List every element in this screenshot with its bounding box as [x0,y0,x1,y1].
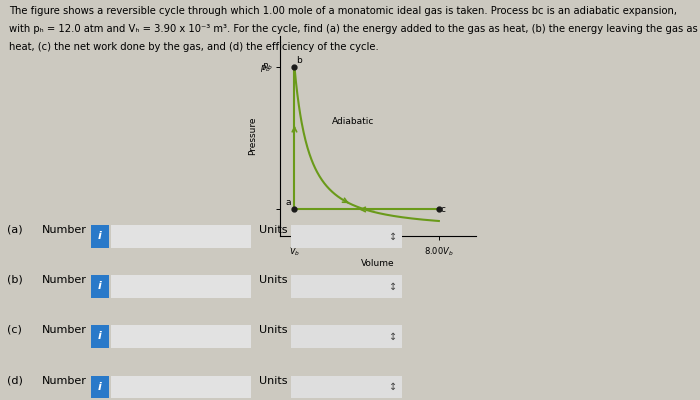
Text: (a): (a) [7,225,22,235]
Text: Number: Number [42,376,87,386]
Text: (c): (c) [7,325,22,335]
Text: with pₕ = 12.0 atm and Vₕ = 3.90 x 10⁻³ m³. For the cycle, find (a) the energy a: with pₕ = 12.0 atm and Vₕ = 3.90 x 10⁻³ … [9,24,698,34]
Text: a: a [286,198,291,208]
Text: Units: Units [259,325,288,335]
Text: (b): (b) [7,275,22,285]
Text: c: c [441,205,446,214]
Text: b: b [297,56,302,64]
Text: Adiabatic: Adiabatic [332,117,374,126]
Text: The figure shows a reversible cycle through which 1.00 mole of a monatomic ideal: The figure shows a reversible cycle thro… [9,6,677,16]
Text: i: i [98,282,102,292]
Text: Number: Number [42,275,87,285]
Text: ↕: ↕ [389,332,397,342]
Text: i: i [98,332,102,342]
Text: Units: Units [259,275,288,285]
Text: ↕: ↕ [389,232,397,242]
Text: Units: Units [259,225,288,235]
Text: $p_b$: $p_b$ [262,61,273,72]
Text: Number: Number [42,225,87,235]
Text: ↕: ↕ [389,282,397,292]
Text: Units: Units [259,376,288,386]
Text: heat, (c) the net work done by the gas, and (d) the efficiency of the cycle.: heat, (c) the net work done by the gas, … [9,42,379,52]
Text: (d): (d) [7,376,23,386]
Text: i: i [98,382,102,392]
Y-axis label: Pressure: Pressure [248,117,258,155]
Text: i: i [98,232,102,242]
Text: Number: Number [42,325,87,335]
Text: ↕: ↕ [389,382,397,392]
X-axis label: Volume: Volume [361,259,395,268]
